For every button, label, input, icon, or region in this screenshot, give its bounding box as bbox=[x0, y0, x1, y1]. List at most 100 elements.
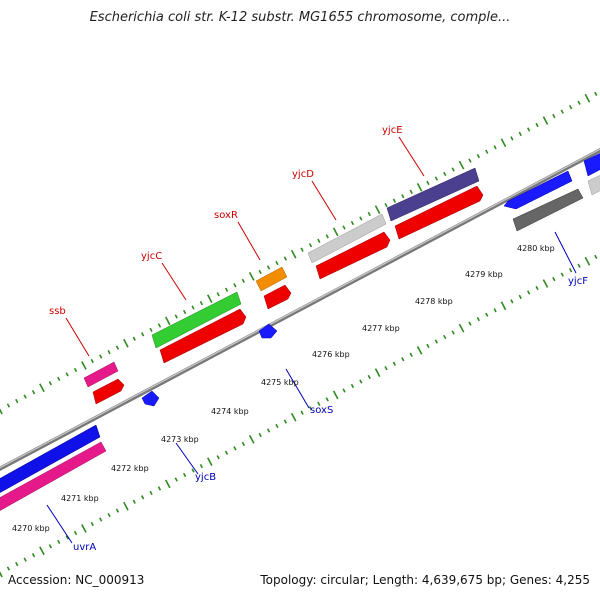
accession-text: Accession: NC_000913 bbox=[8, 573, 145, 587]
inner-ring-tick bbox=[15, 561, 19, 567]
outer-ring-tick bbox=[367, 211, 371, 217]
feature-soxR[interactable] bbox=[255, 266, 288, 292]
scale-label-4272: 4272 kbp bbox=[111, 464, 149, 473]
scale-label-4280: 4280 kbp bbox=[517, 244, 555, 253]
inner-ring-tick bbox=[568, 268, 573, 273]
inner-ring-tick bbox=[542, 279, 549, 288]
inner-ring-tick bbox=[23, 557, 27, 562]
outer-ring-tick bbox=[443, 171, 447, 177]
outer-ring-tick bbox=[542, 116, 549, 125]
outer-ring-tick bbox=[594, 91, 598, 96]
gene-label-yjcE[interactable]: yjcE bbox=[382, 125, 403, 136]
inner-ring-tick bbox=[107, 512, 111, 518]
scale-label-4276: 4276 kbp bbox=[312, 350, 350, 359]
outer-ring-tick bbox=[518, 131, 522, 137]
outer-ring-tick bbox=[23, 394, 27, 399]
inner-ring-tick bbox=[584, 256, 591, 266]
cds-soxR[interactable] bbox=[263, 284, 292, 310]
inner-ring-tick bbox=[300, 410, 304, 415]
feature-yjcE[interactable] bbox=[386, 167, 480, 222]
outer-ring-tick bbox=[535, 122, 539, 128]
feature-uvrA[interactable] bbox=[0, 424, 101, 496]
scale-label-4271: 4271 kbp bbox=[61, 494, 99, 503]
outer-ring-tick bbox=[451, 167, 455, 172]
inner-ring-tick bbox=[350, 383, 355, 389]
tick-rings bbox=[0, 91, 598, 578]
inner-ring-tick bbox=[594, 254, 598, 259]
inner-ring-tick bbox=[0, 571, 3, 578]
cds-uvrA[interactable] bbox=[0, 441, 107, 514]
outer-ring-tick bbox=[434, 176, 439, 181]
cds-yjcF[interactable] bbox=[512, 173, 600, 232]
outer-ring-tick bbox=[308, 243, 313, 248]
outer-ring-tick bbox=[275, 260, 279, 266]
inner-ring-tick bbox=[500, 301, 507, 311]
inner-ring-tick bbox=[552, 276, 556, 282]
cds-yjcC[interactable] bbox=[159, 308, 247, 364]
scale-label-4279: 4279 kbp bbox=[465, 270, 503, 279]
gene-label-soxR[interactable]: soxR bbox=[214, 210, 238, 221]
inner-ring-tick bbox=[458, 323, 465, 333]
outer-ring-tick bbox=[359, 216, 363, 221]
inner-ring-tick bbox=[434, 339, 439, 344]
inner-ring-tick bbox=[39, 546, 45, 556]
outer-ring-tick bbox=[149, 327, 153, 332]
outer-ring-tick bbox=[164, 316, 171, 326]
gene-label-uvrA[interactable]: uvrA bbox=[73, 542, 96, 553]
inner-ring-tick bbox=[182, 472, 187, 478]
inner-ring-tick bbox=[174, 477, 178, 482]
gene-label-ssb[interactable]: ssb bbox=[49, 306, 66, 317]
feature-small-1[interactable] bbox=[141, 390, 160, 407]
outer-ring-tick bbox=[191, 305, 195, 310]
outer-ring-tick bbox=[426, 180, 430, 186]
outer-ring-tick bbox=[73, 367, 78, 373]
inner-ring-tick bbox=[332, 390, 339, 400]
outer-ring-tick bbox=[552, 113, 556, 119]
gene-label-soxS[interactable]: soxS bbox=[310, 405, 333, 416]
inner-ring-tick bbox=[451, 330, 455, 335]
outer-ring-tick bbox=[140, 332, 145, 337]
inner-ring-tick bbox=[535, 285, 539, 291]
scale-label-4278: 4278 kbp bbox=[415, 297, 453, 306]
cds-ssb[interactable] bbox=[92, 378, 125, 405]
inner-ring-tick bbox=[443, 334, 447, 340]
inner-ring-tick bbox=[392, 361, 397, 366]
chromosome-backbone bbox=[0, 148, 600, 471]
inner-ring-tick bbox=[57, 539, 61, 544]
map-title: Escherichia coli str. K-12 substr. MG165… bbox=[89, 10, 511, 25]
inner-ring-tick bbox=[233, 446, 237, 451]
inner-ring-tick bbox=[115, 508, 120, 513]
gene-label-yjcB[interactable]: yjcB bbox=[195, 472, 216, 483]
outer-ring-tick bbox=[248, 272, 255, 281]
inner-ring-tick bbox=[149, 490, 153, 495]
scale-label-4275: 4275 kbp bbox=[261, 378, 299, 387]
cds-yjcE[interactable] bbox=[394, 185, 484, 240]
outer-ring-tick bbox=[300, 247, 304, 252]
gene-label-yjcC[interactable]: yjcC bbox=[141, 251, 162, 262]
inner-ring-tick bbox=[224, 450, 229, 455]
feature-yjcD[interactable] bbox=[307, 213, 387, 264]
genome-summary: Topology: circular; Length: 4,639,675 bp… bbox=[260, 573, 590, 587]
chromosome-backbone-highlight bbox=[0, 148, 600, 469]
outer-ring-tick bbox=[90, 358, 94, 364]
inner-ring-tick bbox=[416, 346, 423, 355]
feature-ssb[interactable] bbox=[83, 361, 119, 388]
outer-ring-tick bbox=[350, 220, 355, 226]
feature-yjcC[interactable] bbox=[151, 291, 242, 349]
gene-label-yjcD[interactable]: yjcD bbox=[292, 169, 314, 180]
inner-ring-tick bbox=[191, 468, 195, 473]
inner-ring-tick bbox=[81, 524, 87, 533]
inner-ring-tick bbox=[99, 517, 103, 522]
outer-ring-tick bbox=[241, 278, 246, 283]
inner-ring-tick bbox=[510, 299, 514, 304]
cds-yjcD[interactable] bbox=[315, 231, 391, 280]
feature-yjcF[interactable] bbox=[503, 151, 600, 210]
inner-ring-tick bbox=[6, 566, 11, 571]
outer-ring-tick bbox=[132, 336, 136, 341]
gene-label-yjcF[interactable]: yjcF bbox=[568, 276, 588, 287]
outer-ring-tick bbox=[468, 158, 472, 163]
outer-ring-tick bbox=[283, 256, 288, 261]
feature-small-2[interactable] bbox=[258, 323, 278, 339]
outer-ring-tick bbox=[500, 138, 507, 148]
